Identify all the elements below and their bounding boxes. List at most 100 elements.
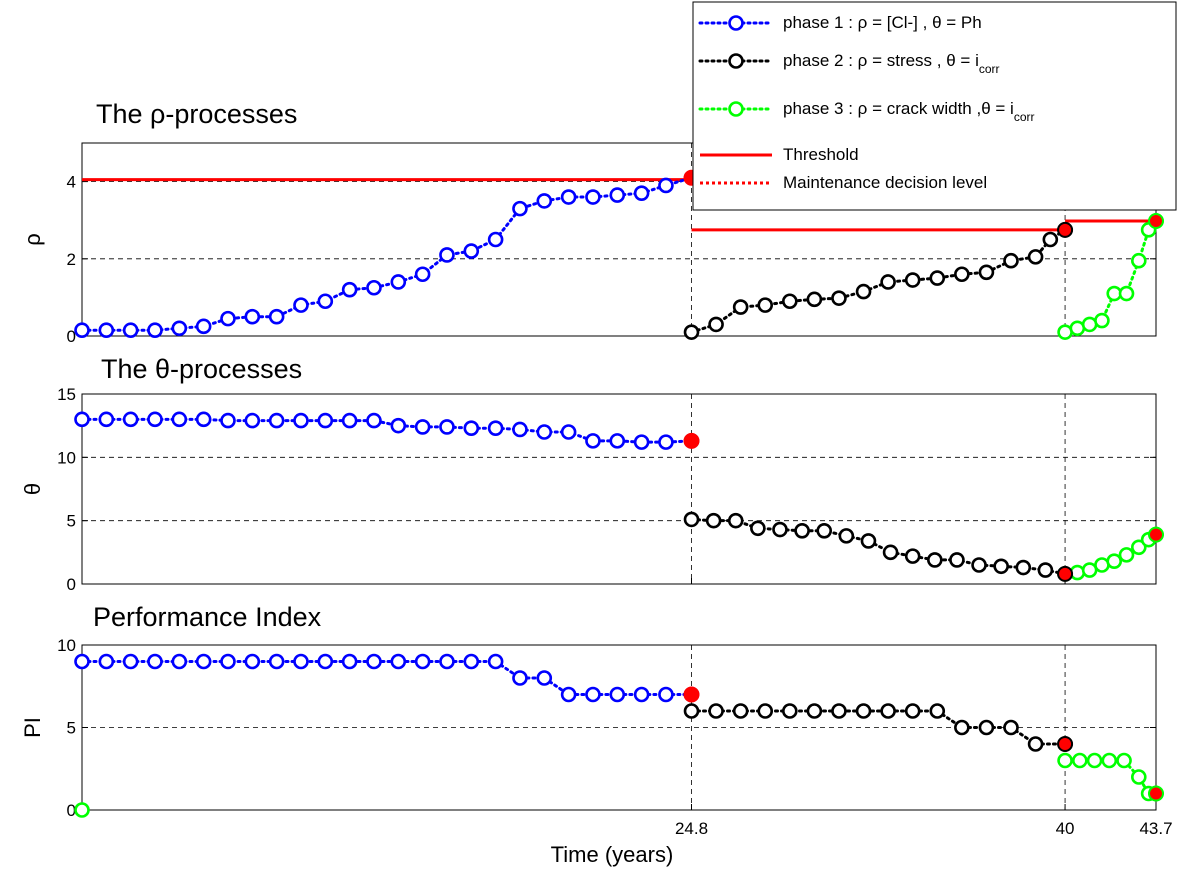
failure-point — [683, 432, 700, 449]
data-point — [1130, 769, 1147, 785]
data-point — [463, 420, 480, 437]
panel-2: 0 5 10 15 The θ-processes θ — [20, 354, 1164, 594]
data-point — [971, 557, 987, 573]
data-point — [74, 322, 90, 339]
legend-label: phase 2 : ρ = stress , θ = icorr — [783, 51, 1000, 76]
data-point — [929, 703, 946, 719]
data-point — [633, 686, 650, 703]
data-point — [658, 434, 674, 450]
data-point — [954, 266, 970, 283]
data-point — [487, 653, 504, 670]
data-point — [1057, 752, 1073, 769]
data-point — [750, 520, 766, 537]
data-point — [993, 558, 1009, 575]
data-point — [1130, 539, 1147, 556]
y-tick-label: 0 — [67, 801, 76, 820]
legend-marker — [728, 53, 744, 69]
data-point — [658, 177, 674, 194]
data-point — [74, 802, 90, 818]
y-tick-label: 5 — [67, 719, 76, 738]
data-point — [512, 421, 528, 438]
data-point — [806, 291, 823, 308]
failure-point — [1057, 221, 1074, 238]
data-point — [633, 185, 650, 201]
legend-entry: phase 2 : ρ = stress , θ = icorr — [698, 51, 1000, 76]
data-point — [1027, 736, 1044, 752]
data-point — [855, 703, 872, 719]
data-point — [268, 412, 285, 429]
data-point — [341, 281, 358, 298]
data-point — [1130, 252, 1147, 269]
data-point — [317, 412, 334, 429]
data-point — [1037, 562, 1054, 578]
data-point — [880, 703, 896, 719]
y-axis-label: PI — [20, 717, 45, 738]
data-point — [98, 411, 115, 428]
data-point — [74, 411, 90, 428]
data-point — [880, 274, 896, 290]
legend-label: Threshold — [783, 145, 859, 164]
data-point — [1101, 752, 1118, 769]
data-point — [705, 512, 722, 529]
data-point — [732, 703, 749, 719]
data-point — [366, 653, 382, 670]
data-point — [147, 411, 163, 428]
y-tick-label: 4 — [67, 173, 76, 192]
legend-entry: Threshold — [700, 145, 859, 164]
data-point — [414, 653, 431, 670]
data-point — [195, 411, 212, 428]
panel-title: The ρ-processes — [96, 99, 297, 129]
x-tick-label: 40 — [1056, 819, 1075, 838]
data-point — [366, 279, 382, 296]
data-point — [1086, 752, 1103, 769]
data-point — [293, 653, 309, 670]
data-point — [1003, 719, 1019, 736]
data-point — [683, 511, 700, 528]
x-tick-label: 43.7 — [1139, 819, 1172, 838]
legend-entry: phase 3 : ρ = crack width ,θ = icorr — [698, 99, 1035, 124]
data-point — [838, 528, 855, 544]
data-point — [831, 290, 847, 306]
data-point — [98, 653, 115, 670]
series — [1057, 526, 1164, 582]
panel-3: 0 5 10 Performance Index PI — [20, 602, 1164, 820]
data-point — [1072, 752, 1088, 769]
data-point — [585, 189, 601, 205]
data-point — [414, 419, 431, 435]
data-point — [98, 322, 115, 339]
failure-point — [1057, 565, 1074, 582]
data-point — [782, 703, 798, 719]
x-tick-label: 24.8 — [675, 819, 708, 838]
y-tick-label: 0 — [67, 327, 76, 346]
series — [74, 169, 700, 339]
data-point — [978, 719, 995, 736]
legend: phase 1 : ρ = [Cl-] , θ = Ph phase 2 : ρ … — [692, 1, 1177, 211]
data-point — [244, 653, 261, 670]
failure-point — [1057, 736, 1074, 752]
series — [74, 653, 700, 703]
data-point — [585, 686, 601, 703]
data-point — [122, 322, 139, 339]
data-point — [147, 322, 163, 339]
panel-title: Performance Index — [93, 602, 322, 632]
failure-point — [1148, 212, 1164, 229]
x-axis-label: Time (years) — [551, 842, 674, 867]
y-tick-label: 0 — [67, 575, 76, 594]
data-point — [978, 264, 995, 281]
legend-label: Maintenance decision level — [783, 173, 987, 192]
data-point — [195, 653, 212, 670]
failure-point — [683, 686, 700, 703]
data-point — [366, 412, 382, 429]
data-point — [1118, 547, 1135, 563]
data-point — [536, 424, 553, 440]
data-point — [171, 320, 188, 337]
data-point — [757, 297, 774, 313]
data-point — [560, 424, 577, 440]
data-point — [609, 187, 626, 203]
data-point — [487, 420, 504, 437]
data-point — [341, 412, 358, 429]
panel-title: The θ-processes — [101, 354, 302, 384]
data-point — [414, 266, 431, 283]
data-point — [904, 548, 921, 564]
